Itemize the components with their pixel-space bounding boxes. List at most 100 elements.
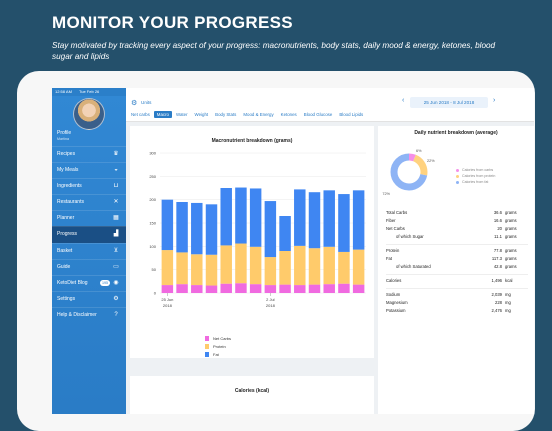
nutrient-label: of which Sugar: [396, 234, 424, 239]
y-tick-label: 100: [149, 244, 156, 249]
divider: [386, 288, 528, 289]
bar-segment-protein: [323, 246, 335, 285]
nutrient-unit: mg: [505, 292, 511, 297]
sidebar-item-settings[interactable]: Settings ⚙: [52, 290, 126, 307]
sidebar-item-planner[interactable]: Planner ▦: [52, 210, 126, 226]
promo-subtitle: Stay motivated by tracking every aspect …: [52, 41, 496, 61]
legend-item: Calories from carbs: [456, 167, 495, 173]
sidebar: 12:58 AM Tue Feb 26 Profile Martina Reci…: [52, 88, 126, 414]
tab-ketones[interactable]: Ketones: [280, 112, 297, 117]
tab-macro[interactable]: Macro: [153, 111, 172, 118]
nutrient-unit: grams: [505, 264, 517, 269]
nutrient-label: Sodium: [386, 292, 401, 297]
tab-blood-glucose[interactable]: Blood Glucose: [303, 112, 333, 117]
nutrient-value: 1,496: [491, 278, 502, 283]
date-range-button[interactable]: 25 Jun 2018 - 8 Jul 2018: [410, 97, 488, 108]
bar-segment-fat: [191, 202, 203, 255]
sidebar-item-help-disclaimer[interactable]: Help & Disclaimer?: [52, 306, 126, 323]
legend-item: Fat: [205, 350, 231, 358]
units-button[interactable]: Units: [141, 100, 152, 105]
sidebar-item-recipes[interactable]: Recipes ♛: [52, 146, 126, 162]
nutrient-row: Total Carbs 36.6 grams: [386, 210, 526, 216]
legend-dot: [456, 180, 459, 184]
nutrient-unit: mg: [505, 300, 511, 305]
bar-segment-fat: [205, 204, 218, 255]
donut-chart: 6% 22% 72%: [382, 149, 435, 196]
nutrient-unit: grams: [505, 256, 517, 261]
tab-blood-lipids[interactable]: Blood Lipids: [339, 112, 364, 117]
nutrient-value: 2,039: [491, 292, 502, 297]
nutrient-value: 16.6: [493, 218, 502, 223]
chef-hat-icon: ♛: [113, 151, 119, 157]
bar-segment-net-carbs: [294, 285, 306, 293]
bar-segment-protein: [176, 252, 188, 285]
sidebar-item-label: Help & Disclaimer: [57, 311, 97, 318]
promo-title: MONITOR YOUR PROGRESS: [52, 13, 293, 32]
x-tick-label: 25 Jun: [161, 297, 173, 302]
sidebar-item-restaurants[interactable]: Restaurants ✕: [52, 194, 126, 210]
pot-icon: ◒: [114, 167, 118, 174]
bar-segment-net-carbs: [249, 284, 262, 293]
chevron-right-icon[interactable]: ›: [493, 97, 496, 104]
legend-label: Protein: [213, 343, 226, 349]
bar-segment-fat: [294, 189, 306, 246]
legend-item: Calories from fat: [456, 179, 495, 185]
bar-segment-fat: [308, 192, 321, 249]
bar-segment-protein: [191, 254, 203, 286]
sidebar-item-label: Restaurants: [57, 199, 84, 206]
legend-label: Calories from protein: [462, 174, 496, 178]
sidebar-item-ketodiet-blog[interactable]: KetoDiet Blog 195 ◉: [52, 274, 126, 291]
nutrient-row: Magnesium 228 mg: [386, 300, 526, 306]
bar-segment-fat: [235, 187, 247, 244]
nutrient-label: of which Saturated: [396, 264, 431, 269]
sidebar-item-guide[interactable]: Guide ▭: [52, 258, 126, 275]
chevron-left-icon[interactable]: ‹: [402, 97, 405, 104]
y-tick-label: 150: [149, 221, 156, 226]
sidebar-item-ingredients[interactable]: Ingredients ⊔: [52, 178, 126, 194]
calendar-icon: ▦: [113, 215, 119, 222]
profile-label[interactable]: Profile: [57, 130, 72, 136]
sidebar-item-label: Recipes: [57, 151, 76, 157]
sidebar-item-progress[interactable]: Progress ▟: [52, 226, 126, 243]
nutrient-label: Potassium: [386, 308, 406, 313]
rss-icon: ◉: [113, 279, 119, 286]
sidebar-item-label: Guide: [57, 263, 71, 270]
donut-slice: [390, 153, 428, 191]
tab-body-stats[interactable]: Body Stats: [215, 112, 237, 117]
x-tick-label: 2018: [266, 303, 276, 308]
bar-segment-net-carbs: [161, 285, 174, 293]
daily-breakdown-card: Daily nutrient breakdown (average) 6% 22%…: [378, 126, 534, 414]
y-tick-label: 300: [149, 151, 156, 156]
book-icon: ▭: [113, 263, 119, 270]
gear-icon: ⚙: [113, 295, 119, 302]
tab-weight[interactable]: Weight: [194, 112, 209, 117]
nutrient-value: 36.6: [493, 210, 502, 215]
bar-segment-fat: [352, 190, 365, 250]
sidebar-item-basket[interactable]: Basket ⊻: [52, 242, 126, 259]
y-tick-label: 200: [149, 197, 156, 202]
bar-segment-fat: [323, 190, 335, 247]
app-screen: 12:58 AM Tue Feb 26 Profile Martina Reci…: [52, 88, 534, 414]
status-bar: 12:58 AM Tue Feb 26: [52, 88, 126, 96]
sidebar-item-label: Settings: [57, 295, 76, 302]
legend-item: Net Carbs: [205, 334, 231, 342]
calories-chart-title: Calories (kcal): [234, 388, 270, 394]
legend-label: Net Carbs: [213, 335, 232, 341]
tab-mood-energy[interactable]: Mood & Energy: [243, 112, 274, 117]
legend-swatch: [205, 343, 209, 349]
nutrient-row: of which Saturated 42.8 grams: [386, 264, 526, 270]
nutrient-row: Potassium 2,476 mg: [386, 308, 526, 314]
donut-chart-legend: Calories from carbs Calories from protein…: [456, 167, 495, 185]
gear-icon[interactable]: ⚙: [131, 100, 138, 107]
sidebar-item-my-meals[interactable]: My Meals ◒: [52, 162, 126, 178]
sidebar-item-label: Basket: [57, 247, 73, 254]
nutrient-label: Protein: [386, 248, 400, 253]
tab-water[interactable]: Water: [176, 112, 188, 117]
nutrient-row: Net Carbs 20 grams: [386, 226, 526, 232]
avatar[interactable]: [73, 98, 105, 130]
tab-net-carbs[interactable]: Net carbs: [131, 112, 150, 117]
nutrient-unit: kcal: [505, 278, 513, 283]
help-icon: ?: [114, 311, 118, 318]
bar-segment-protein: [205, 254, 218, 286]
sidebar-menu: Recipes ♛ My Meals ◒ Ingredients ⊔ Restaurants…: [52, 146, 126, 323]
